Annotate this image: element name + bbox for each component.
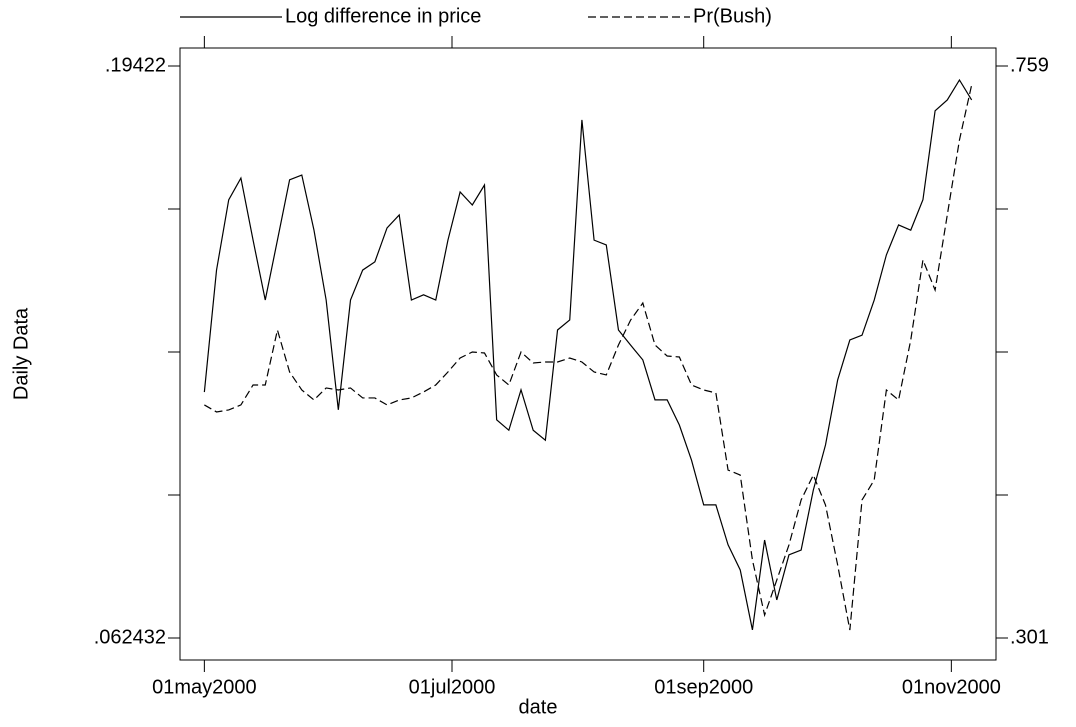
x-tick-label: 01sep2000 — [654, 676, 753, 698]
y-tick-label: .062432 — [94, 626, 166, 648]
data-line — [203, 78, 973, 631]
data-line — [204, 84, 973, 631]
y2-tick-label: .301 — [1010, 626, 1049, 648]
y-axis-label: Daily Data — [10, 307, 32, 400]
plot-frame — [179, 47, 997, 661]
x-tick-label: 01nov2000 — [902, 676, 1001, 698]
legend-label: Pr(Bush) — [693, 5, 772, 27]
x-tick-label: 01jul2000 — [409, 676, 496, 698]
x-tick-label: 01may2000 — [152, 676, 257, 698]
x-axis-label: date — [519, 696, 558, 718]
legend-label: Log difference in price — [285, 5, 481, 27]
y-tick-label: .19422 — [105, 54, 166, 76]
y2-tick-label: .759 — [1010, 54, 1049, 76]
